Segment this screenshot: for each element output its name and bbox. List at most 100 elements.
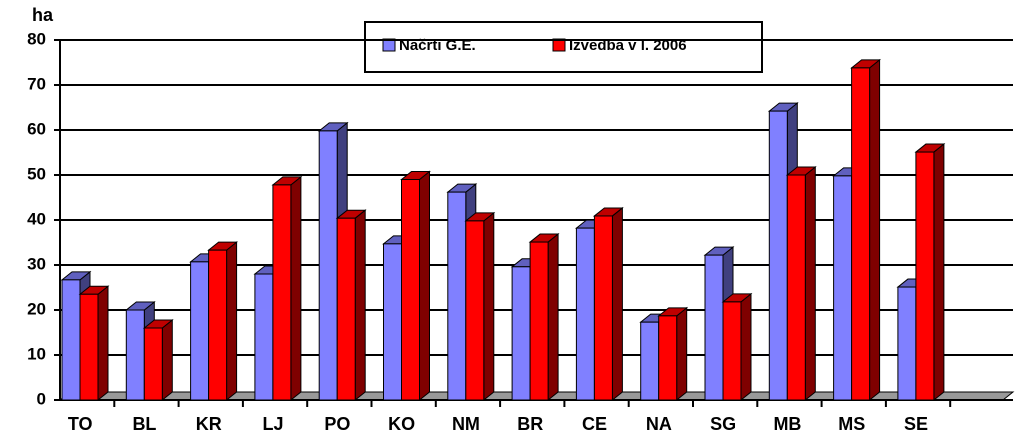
bar-top-shade	[126, 302, 155, 310]
y-tick-label: 0	[37, 389, 46, 408]
bar	[721, 292, 753, 402]
bar-front	[851, 67, 871, 401]
bar-side-shade	[290, 176, 301, 400]
bar-front	[336, 217, 356, 401]
bar-front	[447, 191, 467, 401]
x-tick-label: BR	[517, 414, 543, 434]
bar-front	[575, 227, 595, 401]
bar-side-shade	[355, 210, 366, 400]
bar-side-shade	[933, 144, 944, 400]
bar-front	[401, 179, 420, 401]
y-tick-label: 30	[27, 254, 46, 273]
bar	[528, 233, 560, 402]
bar-front	[143, 327, 163, 401]
legend-label: Izvedba v l. 2006	[569, 37, 687, 54]
x-tick-label: CE	[582, 414, 607, 434]
bar	[914, 143, 946, 402]
bar-side-shade	[612, 207, 623, 400]
bar-front	[383, 243, 402, 401]
bar	[850, 58, 882, 402]
x-tick-label: SG	[710, 414, 736, 434]
x-tick-label: KO	[388, 414, 415, 434]
y-tick-label: 50	[27, 164, 46, 183]
bar	[335, 209, 367, 402]
bar	[657, 306, 689, 402]
x-tick-label: BL	[132, 414, 156, 434]
bar-top-shade	[465, 212, 494, 221]
bar-front	[593, 215, 613, 401]
bar	[207, 241, 239, 402]
bar-side-shade	[869, 59, 880, 401]
legend-label: Načrti G.E.	[399, 37, 476, 54]
bar-top-shade	[208, 242, 237, 251]
y-tick-label: 60	[27, 119, 46, 138]
bar	[78, 285, 110, 402]
bar-top-shade	[337, 210, 366, 219]
bar-top-shade	[723, 293, 751, 302]
bar-front	[833, 175, 853, 401]
bar	[400, 170, 431, 402]
bar-top-shade	[272, 176, 301, 185]
bar-top-shade	[915, 144, 944, 153]
x-tick-label: SE	[904, 414, 928, 434]
x-tick-label: LJ	[263, 414, 284, 434]
bar-front	[915, 151, 935, 401]
y-tick-label: 10	[27, 344, 46, 363]
bar-top-shade	[594, 207, 623, 216]
bar-side-shade	[419, 171, 430, 400]
y-tick-label: 40	[27, 209, 46, 228]
x-tick-label: MB	[773, 414, 801, 434]
y-axis-label: ha	[32, 5, 54, 25]
bar-front	[79, 293, 99, 401]
bar-side-shade	[805, 167, 816, 400]
bar-front	[465, 220, 485, 401]
bar-side-shade	[226, 242, 237, 400]
bar-side-shade	[162, 320, 173, 400]
bar-side-shade	[548, 234, 559, 400]
bar-side-shade	[741, 293, 751, 400]
x-tick-label: PO	[324, 414, 350, 434]
bar-top-shade	[851, 59, 880, 68]
bar-top-shade	[658, 307, 687, 316]
bar-top-shade	[80, 286, 108, 295]
bar-front	[640, 321, 660, 401]
bar-front	[272, 184, 292, 401]
y-tick-label: 20	[27, 299, 46, 318]
x-tick-label: NA	[646, 414, 672, 434]
bar-top-shade	[144, 320, 173, 328]
bar-side-shade	[676, 307, 687, 400]
bar-side-shade	[98, 286, 108, 400]
bar	[142, 318, 174, 402]
bar-front	[897, 286, 917, 401]
bar-front	[529, 241, 549, 401]
bar-side-shade	[483, 212, 494, 400]
bar-front	[768, 110, 788, 401]
bar-front	[511, 266, 531, 401]
bar-top-shade	[769, 103, 798, 112]
bar-top-shade	[447, 184, 476, 193]
bar	[785, 165, 817, 402]
bar-front	[190, 261, 210, 401]
bar	[464, 211, 496, 402]
bar-front	[658, 315, 678, 401]
bar-front	[704, 254, 724, 401]
x-tick-label: TO	[68, 414, 93, 434]
y-tick-label: 70	[27, 74, 46, 93]
bar-top-shade	[787, 167, 816, 175]
bar-front	[61, 279, 81, 401]
bar-top-shade	[401, 171, 430, 180]
bar-front	[125, 309, 145, 401]
bar-top-shade	[62, 271, 90, 280]
bar-front	[722, 301, 742, 401]
x-tick-label: MS	[838, 414, 865, 434]
x-tick-label: NM	[452, 414, 480, 434]
bar-front	[208, 249, 228, 401]
x-tick-label: KR	[196, 414, 222, 434]
bar-front	[318, 130, 338, 401]
legend: Načrti G.E. Izvedba v l. 2006	[364, 21, 763, 73]
bar	[592, 206, 624, 402]
bar-top-shade	[319, 122, 348, 131]
bar-front	[786, 174, 806, 401]
bar-front	[254, 273, 274, 401]
